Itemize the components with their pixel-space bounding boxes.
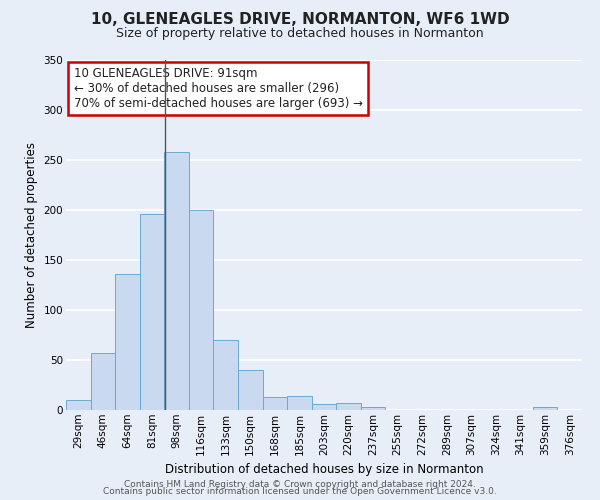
Bar [214,340,238,410]
Bar [238,370,263,410]
Text: 10 GLENEAGLES DRIVE: 91sqm
← 30% of detached houses are smaller (296)
70% of sem: 10 GLENEAGLES DRIVE: 91sqm ← 30% of deta… [74,67,363,110]
Text: Size of property relative to detached houses in Normanton: Size of property relative to detached ho… [116,28,484,40]
Text: Contains HM Land Registry data © Crown copyright and database right 2024.: Contains HM Land Registry data © Crown c… [124,480,476,489]
X-axis label: Distribution of detached houses by size in Normanton: Distribution of detached houses by size … [164,463,484,476]
Bar [66,400,91,410]
Bar [263,397,287,410]
Bar [189,210,214,410]
Text: Contains public sector information licensed under the Open Government Licence v3: Contains public sector information licen… [103,487,497,496]
Bar [91,353,115,410]
Y-axis label: Number of detached properties: Number of detached properties [25,142,38,328]
Bar [115,274,140,410]
Bar [140,214,164,410]
Bar [361,407,385,410]
Bar [164,152,189,410]
Bar [287,396,312,410]
Bar [533,407,557,410]
Bar [336,403,361,410]
Bar [312,404,336,410]
Text: 10, GLENEAGLES DRIVE, NORMANTON, WF6 1WD: 10, GLENEAGLES DRIVE, NORMANTON, WF6 1WD [91,12,509,28]
